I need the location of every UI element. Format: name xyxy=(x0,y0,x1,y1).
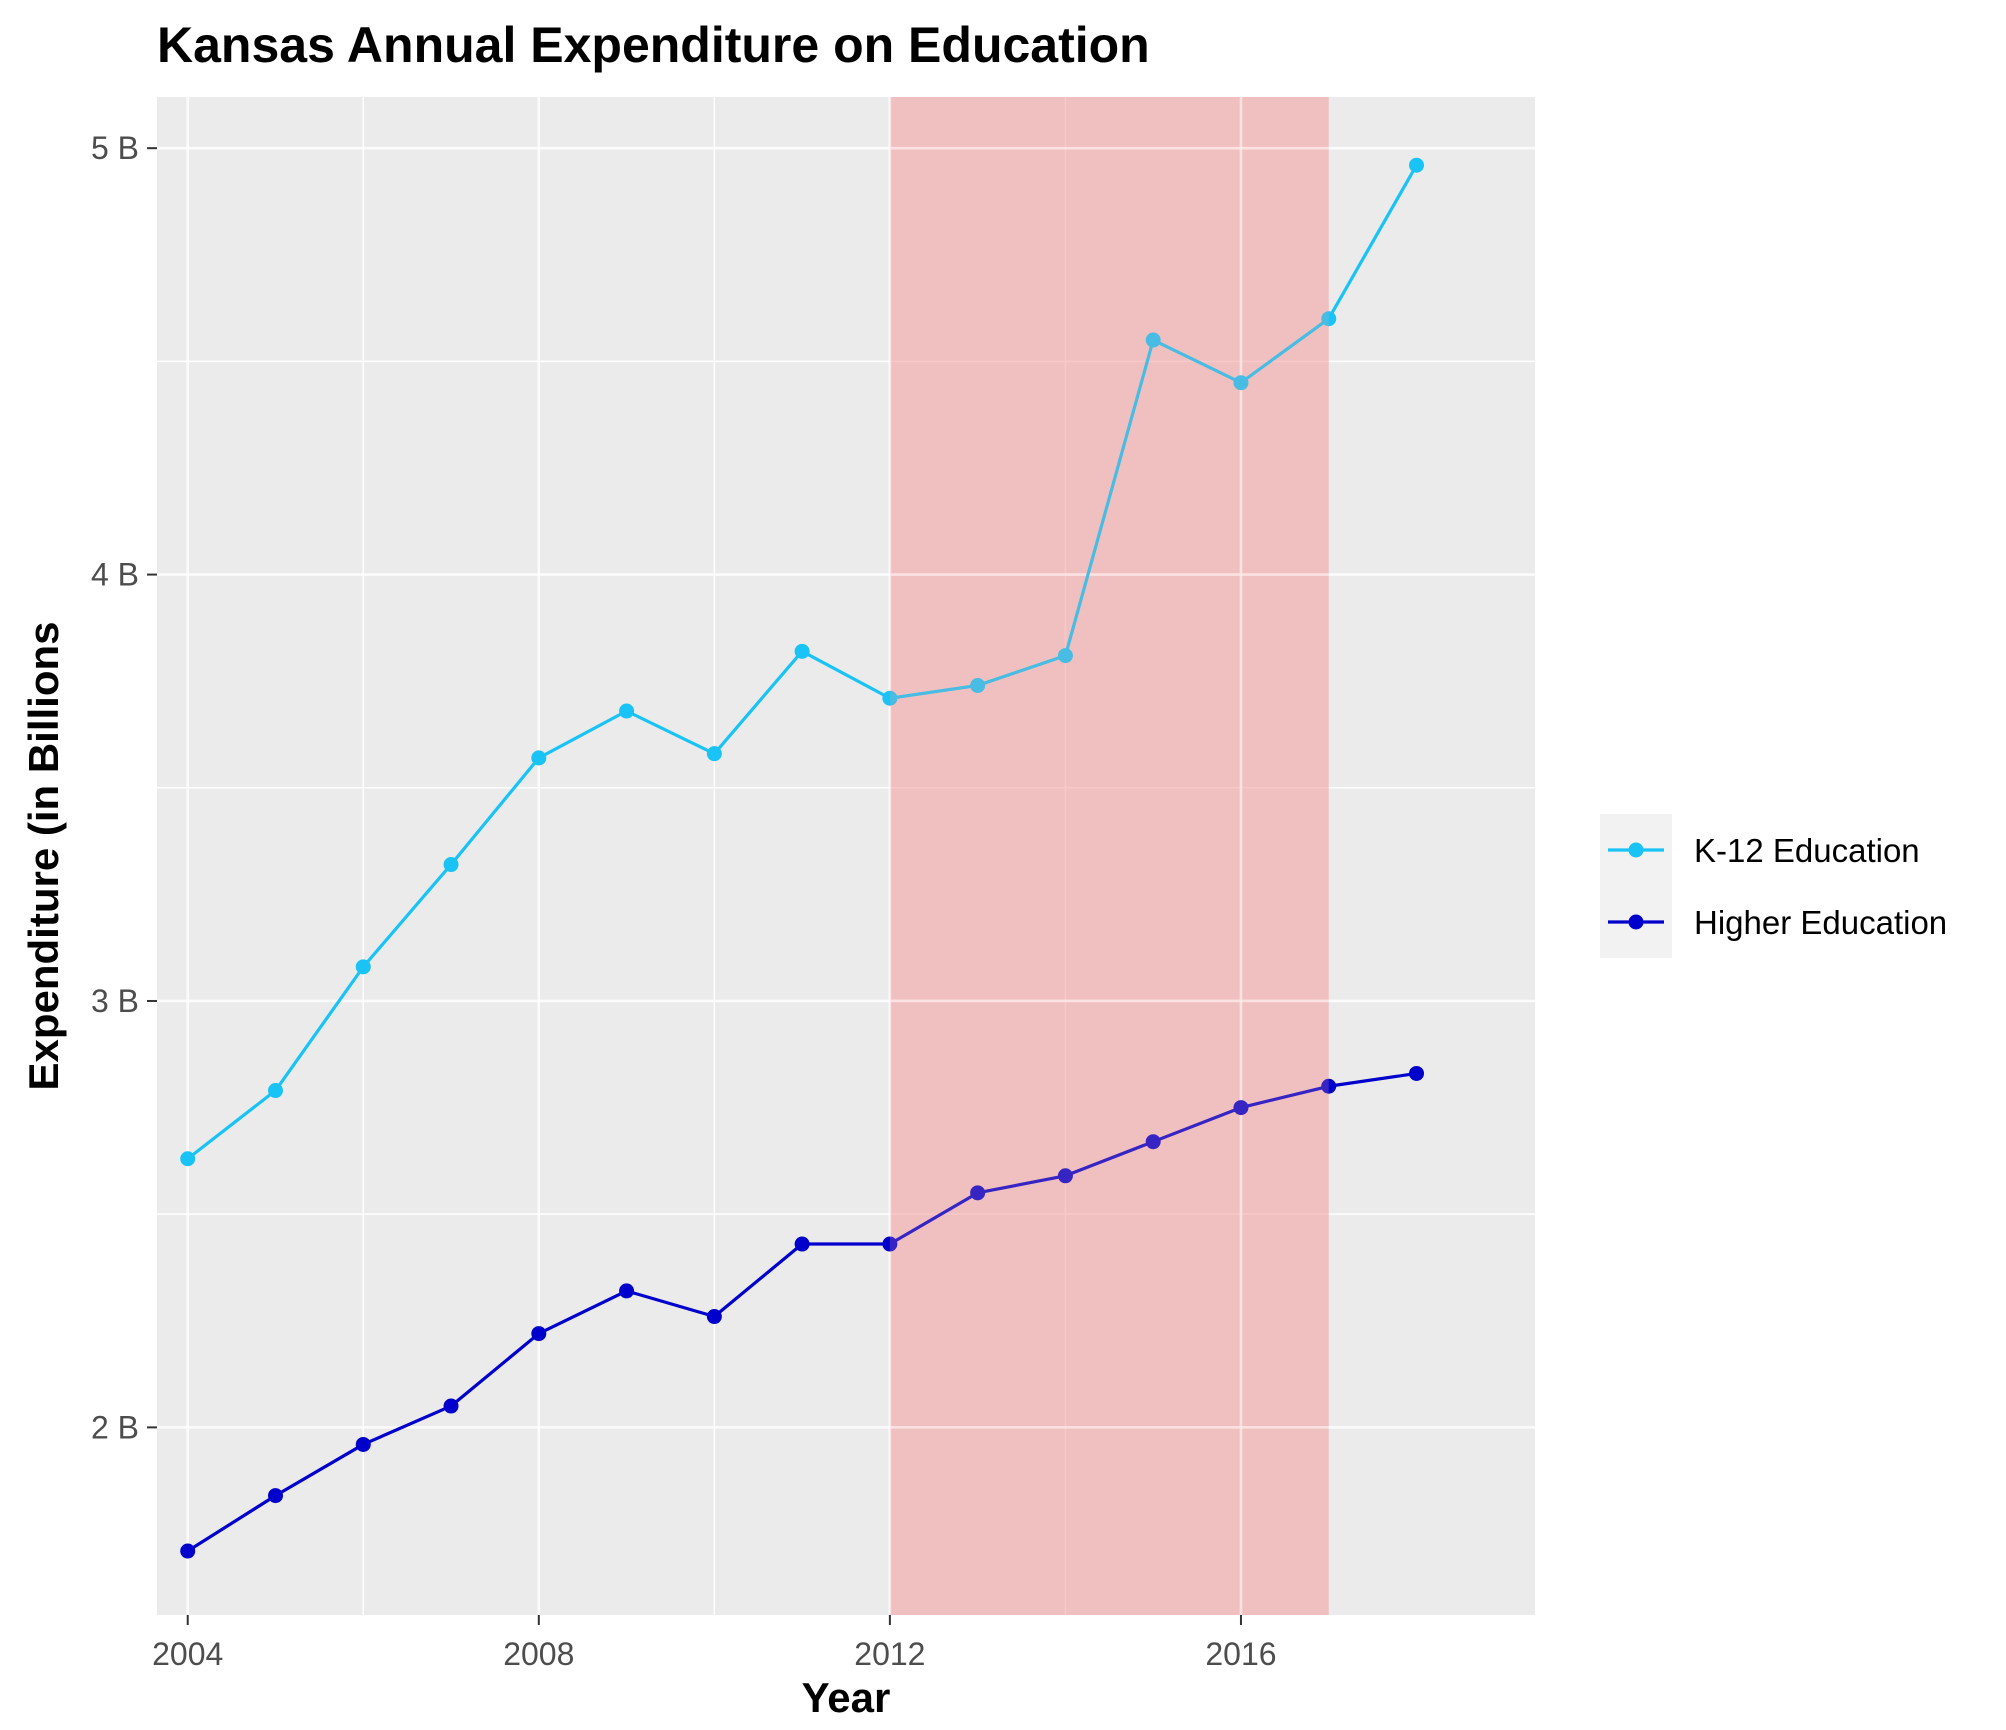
axes: 2004 2008 2012 2016 2 B 3 B 4 B 5 B xyxy=(91,130,1277,1672)
data-point xyxy=(1321,1078,1337,1094)
y-axis-title: Expenditure (in Billions xyxy=(20,621,67,1090)
y-tick-label: 3 B xyxy=(91,983,139,1019)
legend-key-point xyxy=(1628,842,1644,858)
data-point xyxy=(882,690,898,706)
chart-title: Kansas Annual Expenditure on Education xyxy=(157,17,1150,73)
x-tick-label: 2016 xyxy=(1205,1636,1276,1672)
data-point xyxy=(794,643,810,659)
shaded-region xyxy=(889,97,1329,1615)
data-point xyxy=(355,959,371,975)
data-point xyxy=(1057,1168,1073,1184)
data-point xyxy=(443,1398,459,1414)
x-axis-title: Year xyxy=(802,1674,891,1721)
data-point xyxy=(706,746,722,762)
x-tick-label: 2008 xyxy=(503,1636,574,1672)
y-tick-label: 5 B xyxy=(91,130,139,166)
data-point xyxy=(443,857,459,873)
data-point xyxy=(1409,157,1425,173)
data-point xyxy=(180,1151,196,1167)
data-point xyxy=(706,1309,722,1325)
data-point xyxy=(531,1326,547,1342)
data-point xyxy=(1145,332,1161,348)
legend: K-12 Education Higher Education xyxy=(1600,814,1947,958)
major-gridlines xyxy=(157,97,1535,1615)
y-tick-label: 4 B xyxy=(91,557,139,593)
data-point xyxy=(1321,311,1337,327)
data-point xyxy=(531,750,547,766)
data-point xyxy=(970,1185,986,1201)
data-point xyxy=(1409,1065,1425,1081)
data-point xyxy=(1233,375,1249,391)
shaded-period xyxy=(889,97,1329,1615)
data-point xyxy=(1233,1100,1249,1116)
data-point xyxy=(619,1283,635,1299)
data-point xyxy=(1057,648,1073,664)
data-point xyxy=(267,1083,283,1099)
data-point xyxy=(970,677,986,693)
data-point xyxy=(619,703,635,719)
data-point xyxy=(180,1543,196,1559)
data-point xyxy=(267,1488,283,1504)
data-point xyxy=(882,1236,898,1252)
data-point xyxy=(355,1436,371,1452)
legend-label: K-12 Education xyxy=(1694,832,1920,869)
series-layer xyxy=(180,97,1425,1615)
legend-key-point xyxy=(1628,914,1644,930)
x-tick-label: 2012 xyxy=(854,1636,925,1672)
data-point xyxy=(794,1236,810,1252)
data-point xyxy=(1145,1134,1161,1150)
y-tick-label: 2 B xyxy=(91,1409,139,1445)
x-tick-label: 2004 xyxy=(152,1636,223,1672)
legend-label: Higher Education xyxy=(1694,904,1947,941)
shaded-region-overlay xyxy=(889,97,1329,1615)
